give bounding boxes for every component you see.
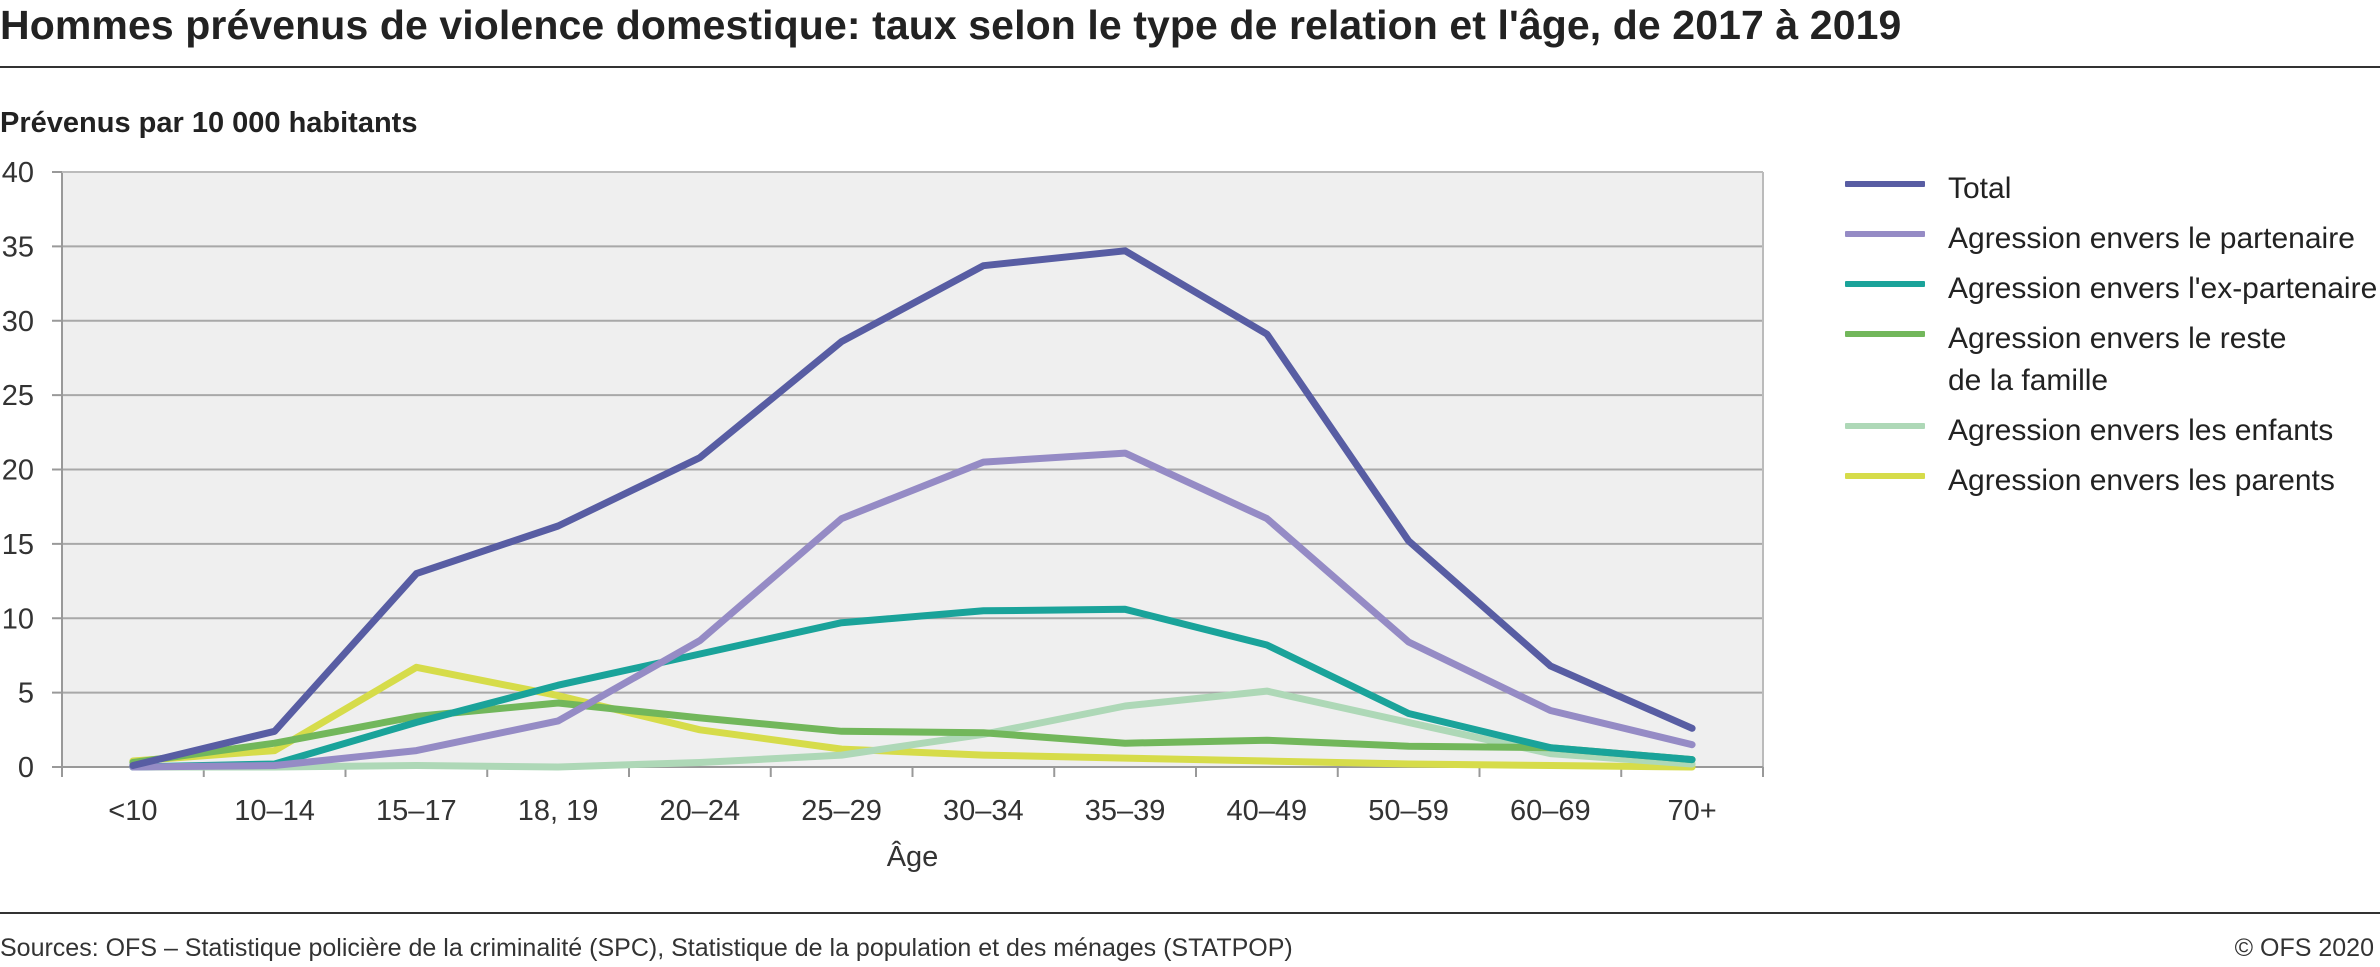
legend-label: Agression envers les parents bbox=[1948, 464, 2335, 497]
y-tick-label: 35 bbox=[2, 231, 34, 263]
x-tick-label: 10–14 bbox=[234, 795, 315, 827]
y-tick-label: 15 bbox=[2, 529, 34, 561]
y-tick-label: 25 bbox=[2, 380, 34, 412]
x-tick-label: 60–69 bbox=[1510, 795, 1591, 827]
x-axis-label: Âge bbox=[887, 840, 939, 873]
x-tick-label: 25–29 bbox=[801, 795, 882, 827]
x-tick-label: 18, 19 bbox=[518, 795, 599, 827]
legend-swatch bbox=[1845, 231, 1925, 237]
copyright: © OFS 2020 bbox=[2234, 934, 2374, 962]
legend-swatch bbox=[1845, 181, 1925, 187]
y-tick-label: 20 bbox=[2, 455, 34, 487]
x-tick-label: 70+ bbox=[1668, 795, 1717, 827]
footer-rule bbox=[0, 912, 2380, 914]
x-tick-label: 50–59 bbox=[1368, 795, 1449, 827]
series-line-3 bbox=[129, 699, 1696, 766]
x-tick-label: 20–24 bbox=[660, 795, 741, 827]
legend-label: Agression envers le reste de la famille bbox=[1948, 322, 2287, 397]
legend-swatch bbox=[1845, 473, 1925, 479]
legend-label: Agression envers les enfants bbox=[1948, 414, 2334, 447]
series-line-1 bbox=[129, 449, 1696, 771]
x-tick-label: <10 bbox=[108, 795, 157, 827]
x-tick-label: 35–39 bbox=[1085, 795, 1166, 827]
legend-label: Agression envers le partenaire bbox=[1948, 222, 2355, 255]
page-title: Hommes prévenus de violence domestique: … bbox=[0, 2, 1902, 48]
x-tick-label: 15–17 bbox=[376, 795, 457, 827]
line-chart: 0 5 10 15 20 25 30 35 40 <10 10–14 15–17 18, 19 20–24… bbox=[2, 157, 1764, 873]
y-tick-label: 0 bbox=[18, 752, 34, 784]
legend-label: Agression envers l'ex-partenaire bbox=[1948, 272, 2378, 305]
title-rule bbox=[0, 66, 2380, 68]
legend-label: Total bbox=[1948, 172, 2012, 205]
series-line-2 bbox=[129, 605, 1696, 771]
source-note: Sources: OFS – Statistique policière de … bbox=[0, 934, 1293, 962]
legend-swatch bbox=[1845, 331, 1925, 337]
series-line-5 bbox=[129, 663, 1696, 771]
x-tick-label: 30–34 bbox=[943, 795, 1024, 827]
legend-swatch bbox=[1845, 423, 1925, 429]
legend-swatch bbox=[1845, 281, 1925, 287]
series-line-0 bbox=[129, 247, 1696, 769]
series-line-4 bbox=[129, 687, 1696, 771]
y-tick-label: 30 bbox=[2, 306, 34, 338]
x-tick-label: 40–49 bbox=[1227, 795, 1308, 827]
y-tick-label: 10 bbox=[2, 603, 34, 635]
y-axis-label: Prévenus par 10 000 habitants bbox=[0, 107, 418, 139]
y-tick-label: 40 bbox=[2, 157, 34, 189]
y-tick-label: 5 bbox=[18, 678, 34, 710]
